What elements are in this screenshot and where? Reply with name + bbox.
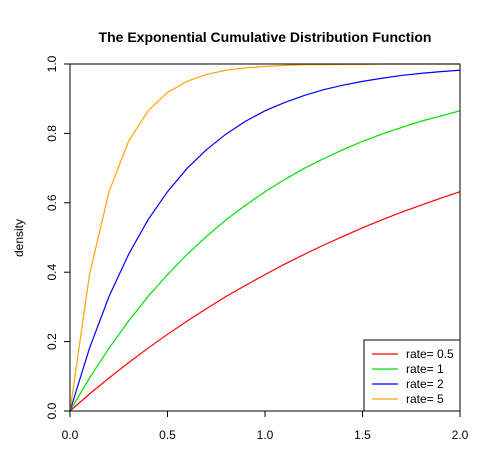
chart-title: The Exponential Cumulative Distribution … bbox=[99, 29, 432, 45]
y-tick-label-0: 0.0 bbox=[45, 402, 59, 419]
series-line-1 bbox=[69, 110, 461, 412]
series-line-2 bbox=[69, 69, 461, 412]
x-tick-label-4: 2.0 bbox=[452, 428, 469, 442]
x-tick-label-0: 0.0 bbox=[62, 428, 79, 442]
y-tick-label-4: 0.8 bbox=[45, 125, 59, 142]
y-tick-label-3: 0.6 bbox=[45, 194, 59, 211]
legend-label-1: rate= 1 bbox=[406, 362, 444, 376]
x-tick-label-1: 0.5 bbox=[159, 428, 176, 442]
y-tick-label-1: 0.2 bbox=[45, 333, 59, 350]
y-axis-label: density bbox=[12, 219, 26, 257]
legend-label-2: rate= 2 bbox=[406, 377, 444, 391]
y-tick-label-2: 0.4 bbox=[45, 264, 59, 281]
x-axis: 0.0 0.5 1.0 1.5 2.0 bbox=[62, 410, 469, 442]
y-axis: 0.0 0.2 0.4 0.6 0.8 1.0 bbox=[45, 55, 71, 419]
x-tick-label-2: 1.0 bbox=[257, 428, 274, 442]
legend-label-0: rate= 0.5 bbox=[406, 347, 454, 361]
legend-label-3: rate= 5 bbox=[406, 392, 444, 406]
series-line-0 bbox=[69, 191, 461, 412]
x-tick-label-3: 1.5 bbox=[354, 428, 371, 442]
y-tick-label-5: 1.0 bbox=[45, 55, 59, 72]
